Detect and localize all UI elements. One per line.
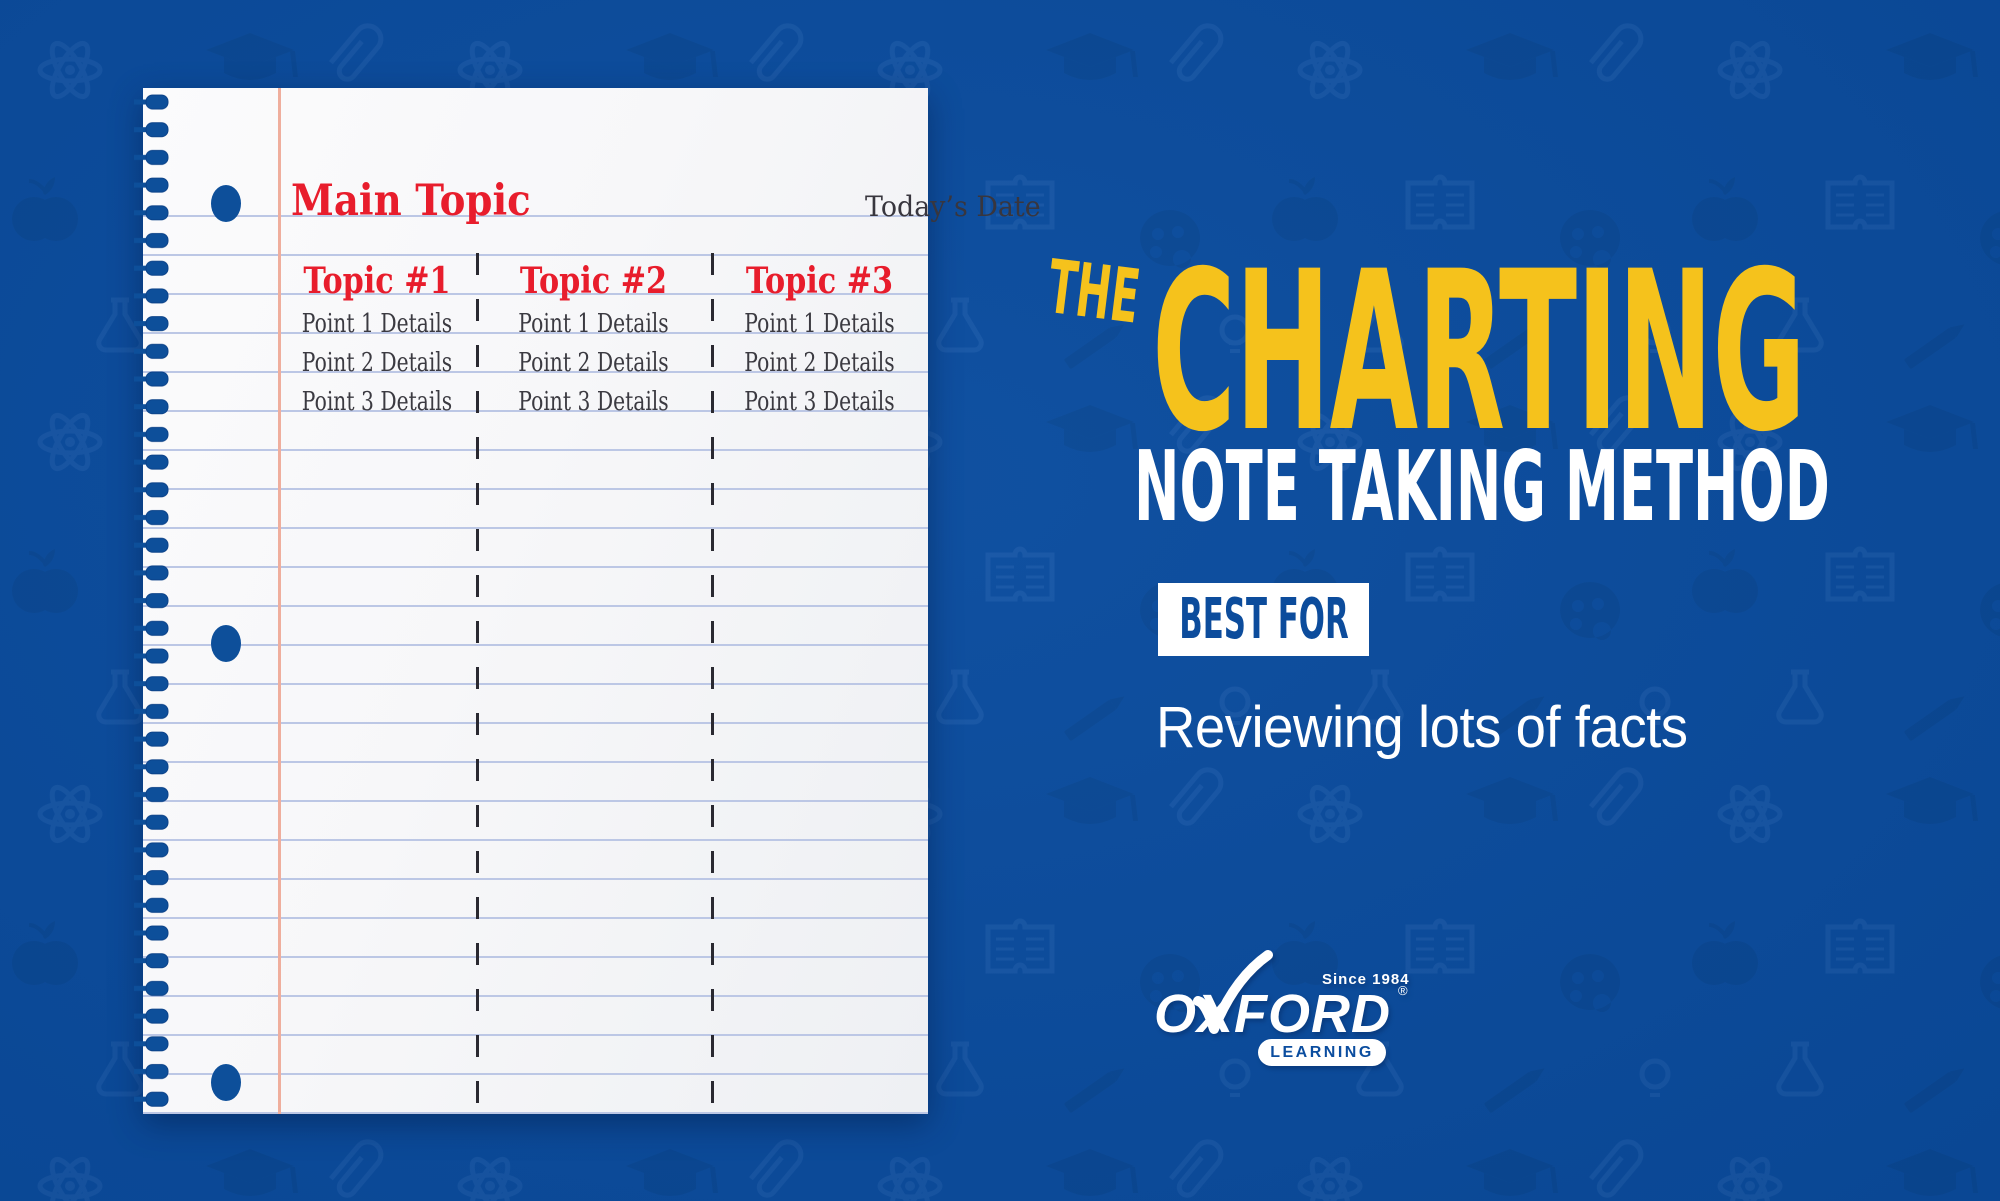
point-detail: Point 1 Details	[518, 309, 669, 339]
punch-hole-middle	[211, 625, 241, 662]
date-label: Today’s Date	[865, 190, 1041, 223]
column-divider-2	[711, 253, 714, 1108]
title-prefix-the: THE	[1043, 244, 1145, 341]
point-detail: Point 1 Details	[301, 309, 453, 339]
registered-mark: ®	[1398, 983, 1408, 998]
topic-heading: Topic #3	[745, 260, 894, 302]
punch-hole-top	[211, 185, 241, 222]
title-charting: CHARTING	[1152, 224, 1806, 480]
spiral-binding	[134, 88, 174, 1114]
ruled-lines	[143, 215, 928, 1114]
point-detail: Point 1 Details	[744, 309, 895, 339]
notebook-page: Main Topic Today’s Date Topic #1 Point 1…	[134, 88, 1041, 1114]
notebook-column-3: Topic #3 Point 1 Details Point 2 Details…	[711, 88, 928, 1114]
best-for-badge: BEST FOR	[1158, 583, 1369, 656]
best-for-value: Reviewing lots of facts	[1156, 695, 1688, 760]
column-divider-1	[476, 253, 479, 1108]
oxford-wordmark: OXFORD	[1154, 984, 1392, 1044]
point-detail: Point 3 Details	[301, 387, 453, 417]
point-detail: Point 2 Details	[744, 348, 895, 378]
title-subtitle: NOTE TAKING METHOD	[1134, 430, 1830, 543]
point-detail: Point 3 Details	[518, 387, 669, 417]
point-detail: Point 2 Details	[301, 348, 453, 378]
main-topic-title: Main Topic	[291, 176, 531, 226]
topic-heading: Topic #1	[303, 260, 451, 302]
point-detail: Point 3 Details	[744, 387, 895, 417]
topic-heading: Topic #2	[519, 260, 668, 302]
point-detail: Point 2 Details	[518, 348, 669, 378]
learning-pill: LEARNING	[1258, 1039, 1386, 1066]
since-1984-label: Since 1984	[1322, 971, 1410, 988]
notebook-column-2: Topic #2 Point 1 Details Point 2 Details…	[476, 88, 711, 1114]
checkmark-icon	[1193, 950, 1273, 1034]
margin-line	[278, 88, 281, 1114]
best-for-label: BEST FOR	[1178, 586, 1349, 652]
punch-hole-bottom	[211, 1064, 241, 1101]
oxford-logo: Since 1984 OXFORD ® LEARNING	[1140, 940, 1440, 1080]
notebook-column-1: Topic #1 Point 1 Details Point 2 Details…	[278, 88, 476, 1114]
